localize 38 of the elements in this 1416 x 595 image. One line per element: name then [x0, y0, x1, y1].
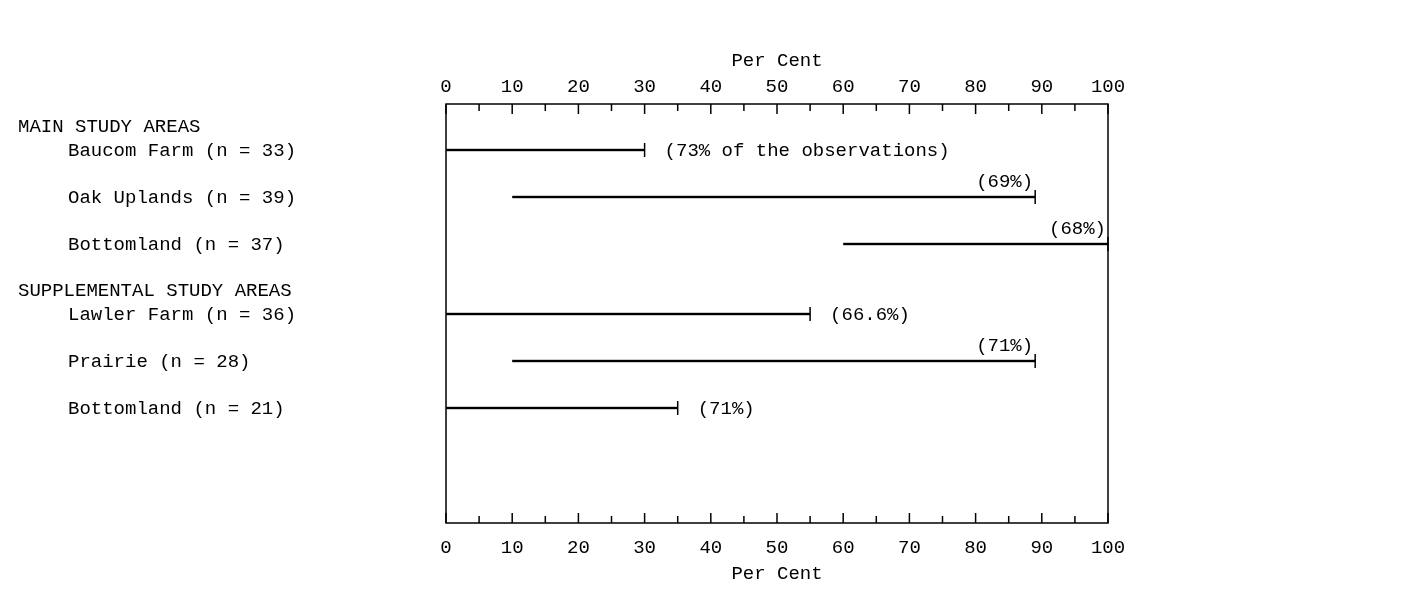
text: SUPPLEMENTAL STUDY AREAS — [18, 280, 292, 302]
annotation: (69%) — [976, 171, 1034, 193]
y-tick-label: Bottomland (n = 21) — [68, 398, 285, 420]
x-tick-label: 80 — [964, 76, 988, 98]
y-tick-label: Oak Uplands (n = 39) — [68, 187, 297, 209]
x-tick-label: 100 — [1090, 76, 1126, 98]
x-tick-label: 30 — [633, 76, 657, 98]
x2-tick-label: 20 — [566, 537, 590, 559]
x-axis-title: Per Cent — [731, 563, 823, 585]
x2-tick-label: 70 — [897, 537, 921, 559]
x2-tick-label: 90 — [1030, 537, 1054, 559]
x2-tick-label: 30 — [633, 537, 657, 559]
x2-tick-label: 10 — [500, 537, 524, 559]
annotation: (73% of the observations) — [664, 140, 950, 162]
x-tick-label: 20 — [566, 76, 590, 98]
x2-axis-title: Per Cent — [731, 50, 823, 72]
text: MAIN STUDY AREAS — [18, 116, 201, 138]
x2-tick-label: 60 — [831, 537, 855, 559]
x-tick-label: 90 — [1030, 76, 1054, 98]
y-tick-label: Baucom Farm (n = 33) — [68, 140, 297, 162]
x2-tick-label: 100 — [1090, 537, 1126, 559]
annotation: (71%) — [976, 335, 1034, 357]
x-tick-label: 40 — [699, 76, 723, 98]
x2-tick-label: 40 — [699, 537, 723, 559]
x-tick-label: 70 — [897, 76, 921, 98]
x-tick-label: 60 — [831, 76, 855, 98]
y-tick-label: Prairie (n = 28) — [68, 351, 251, 373]
x-tick-label: 50 — [765, 76, 789, 98]
x-tick-label: 10 — [500, 76, 524, 98]
annotation: (66.6%) — [830, 304, 910, 326]
annotation: (71%) — [697, 398, 755, 420]
y-tick-label: Lawler Farm (n = 36) — [68, 304, 297, 326]
annotation: (68%) — [1048, 218, 1106, 240]
x2-tick-label: 80 — [964, 537, 988, 559]
x2-tick-label: 0 — [440, 537, 452, 559]
y-tick-label: Bottomland (n = 37) — [68, 234, 285, 256]
x-tick-label: 0 — [440, 76, 452, 98]
x2-tick-label: 50 — [765, 537, 789, 559]
